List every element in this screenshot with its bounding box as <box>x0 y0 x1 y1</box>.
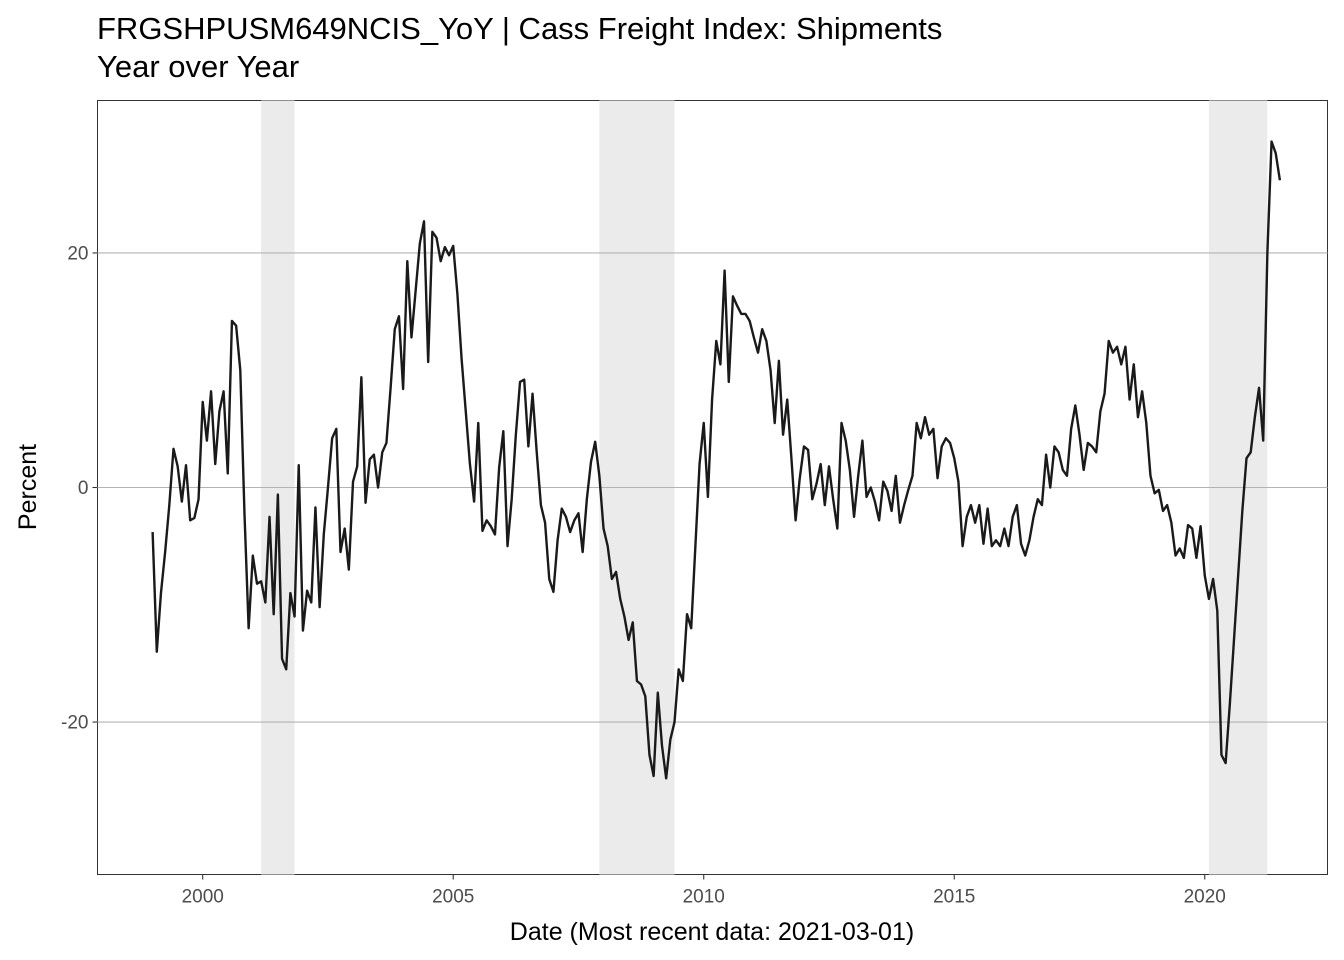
x-axis-title: Date (Most recent data: 2021-03-01) <box>510 918 914 946</box>
y-tick-label--20: -20 <box>61 713 88 734</box>
gridlines <box>97 252 1328 723</box>
y-axis: -20 0 20 <box>61 243 98 734</box>
series-line-1 <box>151 140 1282 780</box>
chart-subtitle: Year over Year <box>97 49 300 84</box>
chart-title: FRGSHPUSM649NCIS_YoY | Cass Freight Inde… <box>97 11 943 46</box>
x-tick-label-2015: 2015 <box>933 887 975 908</box>
x-tick-label-2010: 2010 <box>683 887 725 908</box>
series-layer <box>151 140 1282 780</box>
x-axis: 2000 2005 2010 2015 2020 <box>182 874 1226 908</box>
y-axis-title: Percent <box>14 444 42 530</box>
y-tick-label-0: 0 <box>78 478 89 499</box>
x-tick-label-2000: 2000 <box>182 887 224 908</box>
x-tick-label-2005: 2005 <box>432 887 474 908</box>
chart-title-block: FRGSHPUSM649NCIS_YoY | Cass Freight Inde… <box>97 10 942 86</box>
x-tick-label-2020: 2020 <box>1184 887 1226 908</box>
y-tick-label-20: 20 <box>67 243 88 264</box>
